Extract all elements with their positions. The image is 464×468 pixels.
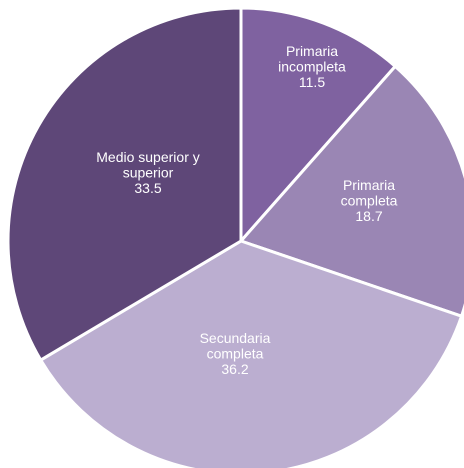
pie-slices xyxy=(6,6,464,468)
slice-value-label: 36.2 xyxy=(221,361,248,377)
pie-slice xyxy=(6,6,243,362)
pie-labels: Primariaincompleta11.5Primariacompleta18… xyxy=(96,43,397,377)
slice-category-label: incompleta xyxy=(278,59,346,75)
slice-category-label: completa xyxy=(341,193,398,209)
slice-category-label: Primaria xyxy=(286,43,338,59)
slice-category-label: Secundaria xyxy=(200,330,271,346)
slice-value-label: 33.5 xyxy=(134,180,161,196)
slice-category-label: completa xyxy=(207,346,264,362)
slice-category-label: Medio superior y xyxy=(96,149,200,165)
slice-category-label: Primaria xyxy=(343,177,395,193)
pie-slice xyxy=(239,64,464,318)
slice-category-label: superior xyxy=(123,165,174,181)
pie-slice xyxy=(239,6,397,243)
slice-value-label: 18.7 xyxy=(355,208,382,224)
slice-value-label: 11.5 xyxy=(299,74,325,90)
